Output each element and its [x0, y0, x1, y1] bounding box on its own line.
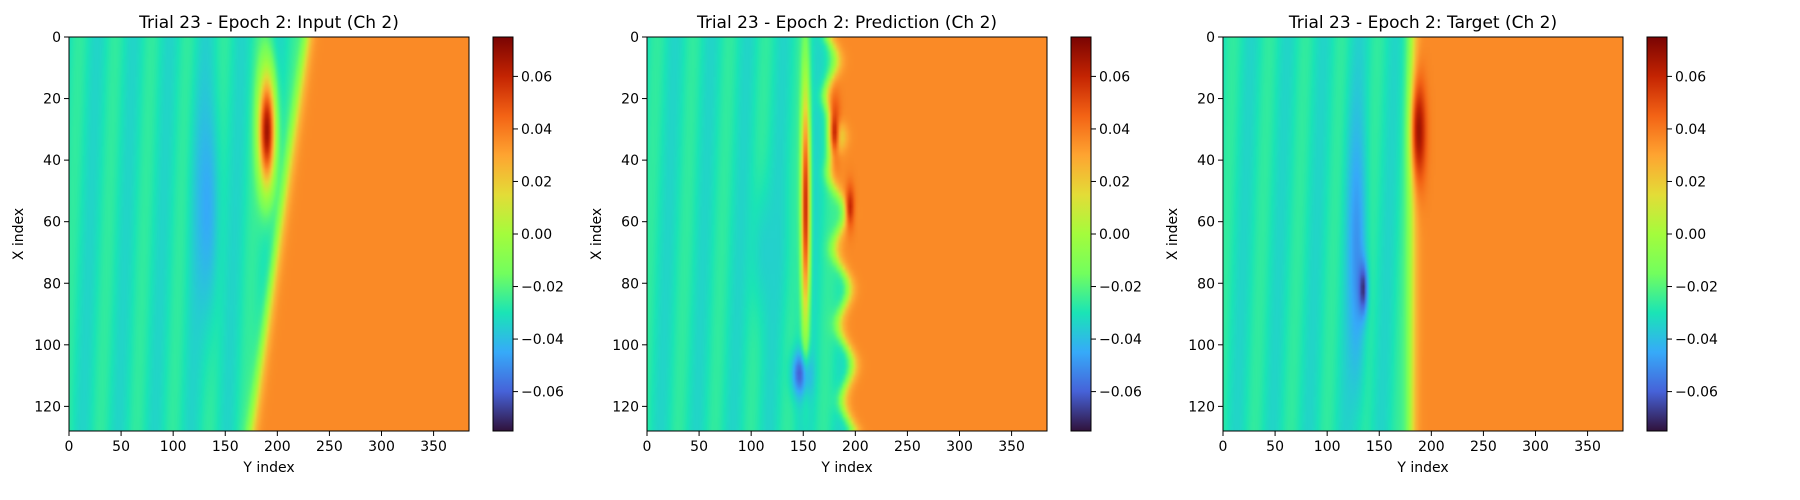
- x-tick-label: 250: [894, 439, 921, 455]
- chart-title: Trial 23 - Epoch 2: Input (Ch 2): [138, 13, 399, 33]
- x-tick-label: 0: [65, 439, 74, 455]
- chart-panel-3: Trial 23 - Epoch 2: Target (Ch 2) 0 50 100 1…: [1165, 13, 1718, 476]
- x-tick-label: 150: [1366, 439, 1393, 455]
- x-tick-label: 150: [790, 439, 817, 455]
- plot-frame: [1222, 36, 1624, 432]
- y-axis-label: X index: [589, 208, 605, 260]
- colorbar-tick-label: −0.06: [1099, 385, 1142, 401]
- colorbar-tick-label: 0.04: [521, 122, 552, 138]
- x-tick-label: 200: [842, 439, 869, 455]
- y-tick-label: 100: [1188, 338, 1215, 354]
- y-tick-label: 60: [621, 215, 639, 231]
- y-tick-label: 120: [612, 399, 639, 415]
- x-tick-label: 100: [1314, 439, 1341, 455]
- colorbar: [492, 36, 514, 432]
- chart-title: Trial 23 - Epoch 2: Prediction (Ch 2): [696, 13, 997, 33]
- chart-panel-2: Trial 23 - Epoch 2: Prediction (Ch 2) 0 50…: [589, 13, 1142, 476]
- colorbar-tick-label: −0.02: [1099, 280, 1142, 296]
- heatmap-field-2: [647, 37, 1047, 431]
- y-tick-label: 100: [612, 338, 639, 354]
- x-tick-label: 350: [1574, 439, 1601, 455]
- x-tick-label: 300: [368, 439, 395, 455]
- colorbar-tick-label: 0.04: [1099, 122, 1130, 138]
- x-tick-label: 50: [112, 439, 130, 455]
- chart-title: Trial 23 - Epoch 2: Target (Ch 2): [1288, 13, 1557, 33]
- y-tick-label: 60: [43, 215, 61, 231]
- y-tick-label: 20: [621, 92, 639, 108]
- x-tick-label: 150: [212, 439, 239, 455]
- x-tick-label: 300: [946, 439, 973, 455]
- colorbar-tick-label: 0.04: [1675, 122, 1706, 138]
- colorbar: [1646, 36, 1668, 432]
- x-tick-label: 100: [160, 439, 187, 455]
- colorbar-tick-label: 0.02: [1099, 174, 1130, 190]
- y-tick-label: 0: [630, 30, 639, 46]
- heatmap-field-1: [69, 37, 469, 431]
- colorbar-tick-label: −0.04: [1675, 332, 1718, 348]
- x-axis-label: Y index: [820, 460, 872, 476]
- y-tick-label: 40: [621, 153, 639, 169]
- x-tick-label: 300: [1522, 439, 1549, 455]
- colorbar-tick-label: 0.02: [521, 174, 552, 190]
- colorbar-tick-label: 0.06: [521, 69, 552, 85]
- colorbar-tick-label: 0.02: [1675, 174, 1706, 190]
- plot-frame: [646, 36, 1048, 432]
- x-tick-label: 250: [316, 439, 343, 455]
- x-tick-label: 0: [1219, 439, 1228, 455]
- y-tick-label: 0: [1206, 30, 1215, 46]
- x-tick-label: 100: [738, 439, 765, 455]
- x-tick-label: 350: [998, 439, 1025, 455]
- x-axis-label: Y index: [1396, 460, 1448, 476]
- y-axis-label: X index: [1165, 208, 1181, 260]
- y-tick-label: 40: [1197, 153, 1215, 169]
- colorbar-tick-label: −0.02: [521, 280, 564, 296]
- colorbar-tick-label: −0.06: [521, 385, 564, 401]
- colorbar-tick-label: −0.06: [1675, 385, 1718, 401]
- x-tick-label: 50: [690, 439, 708, 455]
- y-tick-label: 0: [52, 30, 61, 46]
- y-tick-label: 80: [621, 276, 639, 292]
- x-axis-label: Y index: [242, 460, 294, 476]
- y-tick-label: 120: [1188, 399, 1215, 415]
- colorbar-tick-label: −0.02: [1675, 280, 1718, 296]
- y-tick-label: 60: [1197, 215, 1215, 231]
- x-tick-label: 200: [264, 439, 291, 455]
- y-tick-label: 80: [1197, 276, 1215, 292]
- x-tick-label: 200: [1418, 439, 1445, 455]
- colorbar-tick-label: 0.06: [1675, 69, 1706, 85]
- y-axis-label: X index: [11, 208, 27, 260]
- colorbar: [1070, 36, 1092, 432]
- colorbar-tick-label: 0.00: [521, 227, 552, 243]
- colorbar-tick-label: 0.00: [1675, 227, 1706, 243]
- x-tick-label: 0: [643, 439, 652, 455]
- y-tick-label: 40: [43, 153, 61, 169]
- heatmap-field-3: [1223, 37, 1623, 431]
- chart-panel-1: Trial 23 - Epoch 2: Input (Ch 2) 0 50 100 15…: [11, 13, 564, 476]
- x-tick-label: 250: [1470, 439, 1497, 455]
- y-tick-label: 20: [1197, 92, 1215, 108]
- colorbar-tick-label: 0.06: [1099, 69, 1130, 85]
- colorbar-tick-label: 0.00: [1099, 227, 1130, 243]
- plot-frame: [68, 36, 470, 432]
- colorbar-tick-label: −0.04: [1099, 332, 1142, 348]
- y-tick-label: 100: [34, 338, 61, 354]
- y-tick-label: 20: [43, 92, 61, 108]
- y-tick-label: 120: [34, 399, 61, 415]
- x-tick-label: 50: [1266, 439, 1284, 455]
- colorbar-tick-label: −0.04: [521, 332, 564, 348]
- y-tick-label: 80: [43, 276, 61, 292]
- x-tick-label: 350: [420, 439, 447, 455]
